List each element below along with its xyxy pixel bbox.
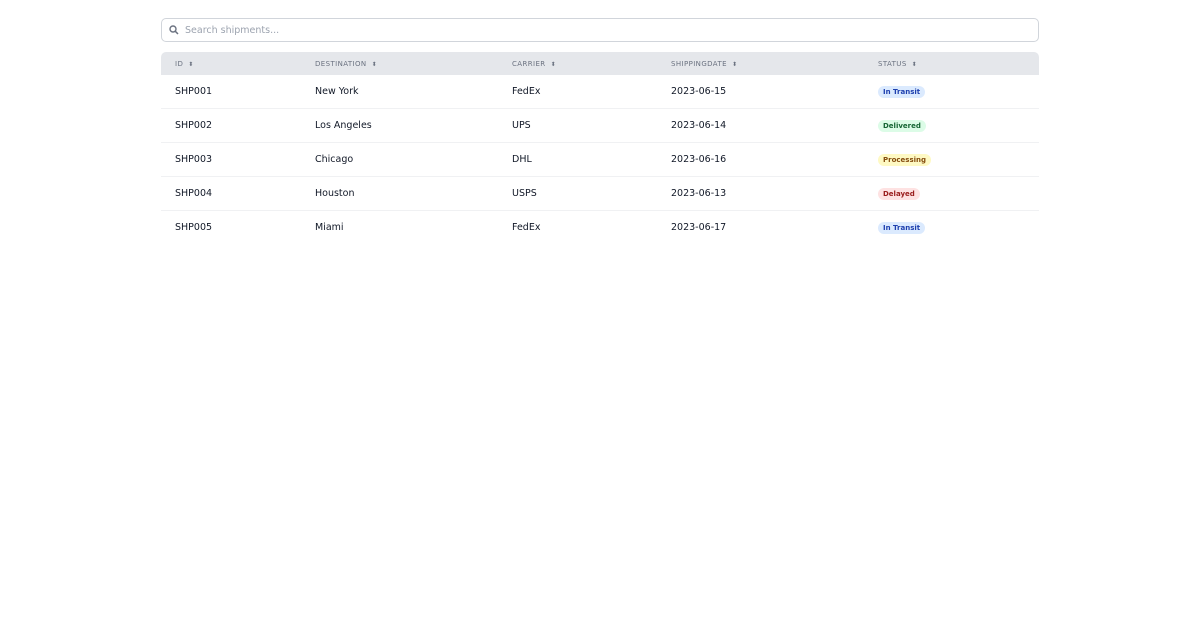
cell-carrier: UPS: [498, 108, 657, 143]
cell-destination: New York: [301, 75, 498, 109]
header-label: SHIPPINGDATE: [671, 59, 727, 68]
sort-icon[interactable]: ⬍: [371, 60, 378, 68]
cell-shipping-date: 2023-06-15: [657, 75, 864, 109]
status-badge: Delivered: [878, 119, 926, 132]
cell-carrier: DHL: [498, 142, 657, 177]
sort-icon[interactable]: ⬍: [911, 60, 918, 68]
table-row[interactable]: SHP002 Los Angeles UPS 2023-06-14 Delivered: [161, 108, 1039, 143]
cell-id: SHP002: [161, 108, 301, 143]
cell-id: SHP003: [161, 142, 301, 177]
status-badge: Processing: [878, 153, 932, 166]
column-header-destination[interactable]: DESTINATION ⬍: [301, 52, 498, 75]
shipments-panel: ID⬍ DESTINATION⬍ CARRIER⬍ SHIPPINGDATE⬍ …: [161, 18, 1039, 244]
sort-icon[interactable]: ⬍: [550, 60, 556, 68]
cell-carrier: FedEx: [498, 75, 657, 109]
search-icon: [169, 25, 179, 35]
column-header-shippingdate[interactable]: SHIPPINGDATE ⬍: [657, 52, 864, 75]
cell-status: In Transit: [864, 75, 1039, 109]
header-label: CARRIER: [512, 59, 546, 68]
sort-icon[interactable]: ⬍: [188, 60, 194, 68]
header-label: DESTINATION: [315, 59, 367, 68]
cell-carrier: USPS: [498, 176, 657, 211]
cell-id: SHP005: [175, 222, 213, 233]
table-row[interactable]: SHP003 Chicago DHL 2023-06-16 Processing: [161, 142, 1039, 177]
cell-destination: Los Angeles: [301, 108, 498, 143]
header-row: ID ⬍ DESTINATION ⬍ CARRIER ⬍ SHIPPINGDATE ⬍ …: [161, 52, 1039, 75]
column-header-carrier[interactable]: CARRIER ⬍: [498, 52, 657, 75]
cell-destination: Houston: [301, 176, 498, 211]
search-box[interactable]: [161, 18, 1039, 42]
cell-status: Processing: [864, 142, 1039, 177]
cell-destination: Miami: [315, 222, 344, 233]
status-badge: In Transit: [878, 221, 926, 234]
header-label: STATUS: [878, 59, 907, 68]
cell-shipping-date: 2023-06-16: [657, 142, 864, 177]
cell-id: SHP001: [161, 75, 301, 109]
cell-status: In Transit: [864, 211, 1039, 245]
cell-carrier: FedEx: [512, 222, 541, 233]
cell-status: Delivered: [864, 108, 1039, 143]
table-row[interactable]: SHP004 Houston USPS 2023-06-13 Delayed: [161, 176, 1039, 211]
cell-id: SHP004: [161, 176, 301, 211]
cell-status: Delayed: [864, 176, 1039, 211]
cell-shipping-date: 2023-06-14: [657, 108, 864, 143]
table-row[interactable]: SHP005 Miami FedEx 2023-06-17 In Transit: [161, 211, 1039, 245]
status-badge: Delayed: [878, 187, 920, 200]
column-header-status[interactable]: STATUS ⬍: [864, 52, 1039, 75]
cell-destination: Chicago: [301, 142, 498, 177]
status-badge: In Transit: [878, 85, 926, 98]
header-label: ID: [175, 59, 184, 68]
cell-shipping-date: 2023-06-17: [671, 222, 727, 233]
cell-shipping-date: 2023-06-13: [657, 176, 864, 211]
shipments-table: ID ⬍ DESTINATION ⬍ CARRIER ⬍ SHIPPINGDATE ⬍ …: [161, 52, 1039, 244]
column-header-id[interactable]: ID ⬍: [161, 52, 301, 75]
table-row[interactable]: SHP001 New York FedEx 2023-06-15 In Transit: [161, 75, 1039, 109]
sort-icon[interactable]: ⬍: [731, 60, 738, 68]
search-input[interactable]: [185, 24, 1038, 36]
